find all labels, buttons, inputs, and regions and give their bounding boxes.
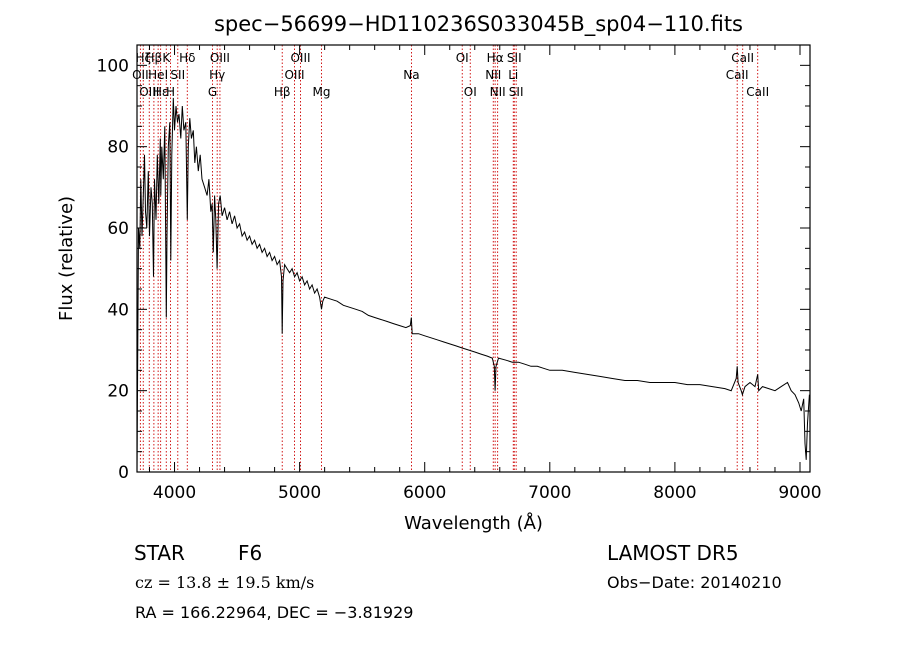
line-label: Na: [403, 68, 419, 82]
x-tick-label: 7000: [528, 483, 571, 503]
y-tick-label: 100: [97, 56, 129, 76]
line-label: Hδ: [179, 51, 195, 65]
subclass: F6: [238, 541, 263, 565]
obs-date: Obs−Date: 20140210: [607, 573, 782, 592]
x-tick-label: 8000: [653, 483, 696, 503]
line-annotations: OII Hζ OIII Hβ HeI Hε K H SII Hδ G Hγ OIII Hβ OIII OIII…: [132, 51, 769, 99]
line-label: OII: [132, 68, 149, 82]
line-label: NII: [490, 85, 506, 99]
x-axis-label: Wavelength (Å): [404, 512, 543, 534]
line-label: HeI: [148, 68, 168, 82]
y-tick-label: 0: [118, 463, 129, 483]
tick-labels: 4000 5000 6000 7000 8000 9000 0 20 40 60 80 100: [97, 56, 822, 503]
object-class: STAR: [134, 541, 185, 565]
line-label: H: [166, 85, 175, 99]
line-label: NII: [485, 68, 501, 82]
line-label: K: [162, 51, 171, 65]
y-axis-label: Flux (relative): [56, 196, 77, 321]
y-tick-label: 80: [107, 138, 129, 158]
spectrum-line: [136, 97, 810, 473]
line-label: CaII: [726, 68, 749, 82]
line-label: SII: [170, 68, 185, 82]
redshift-text: cz = 13.8 ± 19.5 km/s: [135, 573, 315, 592]
line-label: CaII: [731, 51, 754, 65]
line-label: G: [208, 85, 217, 99]
line-label: Hε: [153, 85, 169, 99]
line-label: OI: [456, 51, 469, 65]
line-label: OIII: [210, 51, 230, 65]
line-label: SII: [509, 85, 524, 99]
line-label: Hγ: [209, 68, 225, 82]
y-tick-label: 20: [107, 382, 129, 402]
line-markers: [139, 45, 759, 472]
line-label: OIII: [284, 68, 304, 82]
y-tick-label: 40: [107, 300, 129, 320]
plot-frame: [136, 44, 811, 473]
axis-ticks: [137, 45, 810, 473]
spectrum-series: [136, 97, 810, 473]
line-label: Mg: [313, 85, 331, 99]
line-label: OIII: [139, 85, 159, 99]
line-label: OIII: [290, 51, 310, 65]
chart-title: spec−56699−HD110236S033045B_sp04−110.fit…: [214, 12, 743, 37]
line-label: Li: [508, 68, 518, 82]
x-tick-label: 6000: [403, 483, 446, 503]
x-tick-label: 9000: [778, 483, 821, 503]
y-tick-label: 60: [107, 219, 129, 239]
line-label: OI: [464, 85, 477, 99]
line-label: Hβ: [146, 51, 163, 65]
survey-name: LAMOST DR5: [607, 541, 739, 565]
line-label: Hβ: [274, 85, 291, 99]
line-label: SII: [507, 51, 522, 65]
coordinates: RA = 166.22964, DEC = −3.81929: [135, 603, 414, 622]
line-label: Hα: [487, 51, 504, 65]
x-tick-label: 4000: [153, 483, 196, 503]
line-label: CaII: [746, 85, 769, 99]
line-label: Hζ: [135, 51, 151, 65]
x-tick-label: 5000: [278, 483, 321, 503]
